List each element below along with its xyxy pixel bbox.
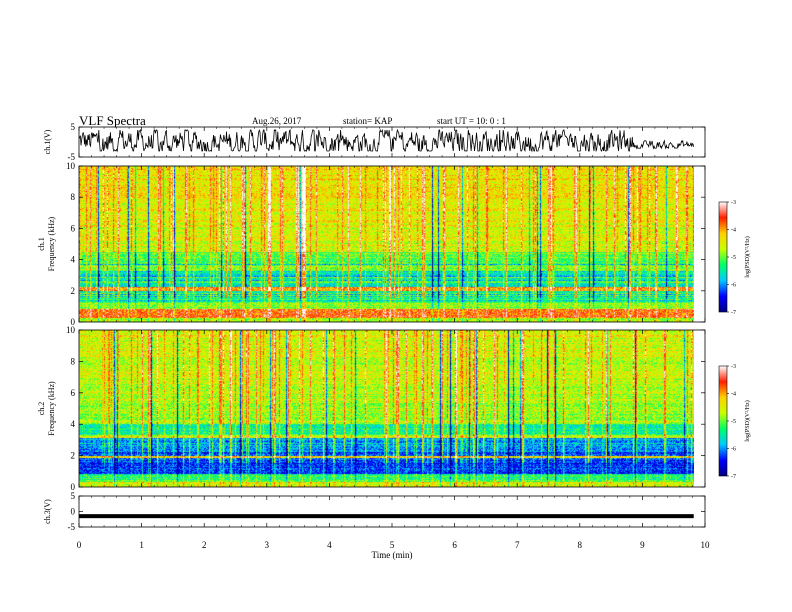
y-tick-label: 8 xyxy=(71,192,76,202)
chart-title: VLF Spectra xyxy=(79,113,146,128)
y-tick-label: 5 xyxy=(71,122,76,132)
ch1-waveform-panel xyxy=(78,126,706,158)
y-tick-label: -5 xyxy=(68,522,76,532)
ch2-spectrogram-panel xyxy=(78,329,729,488)
panel-frame xyxy=(78,495,706,528)
ch1-spectrogram-panel xyxy=(78,165,729,323)
station-label: station= KAP xyxy=(343,116,393,126)
y-axis-label: Frequency (kHz) xyxy=(47,381,56,436)
colorbar-tick-label: -6 xyxy=(731,447,736,453)
y-tick-label: 6 xyxy=(71,388,76,398)
colorbar-tick-label: -6 xyxy=(731,283,736,289)
ch3-trace xyxy=(79,514,694,519)
x-tick-label: 7 xyxy=(515,540,520,550)
y-tick-label: 4 xyxy=(71,255,76,265)
y-axis-label: Frequency (kHz) xyxy=(47,216,56,271)
colorbar-tick-label: -4 xyxy=(731,228,736,234)
y-axis-label: ch.2 xyxy=(37,402,46,416)
y-tick-label: 0 xyxy=(71,482,76,492)
x-tick-label: 2 xyxy=(202,540,207,550)
y-tick-label: 8 xyxy=(71,356,76,366)
colorbar xyxy=(718,201,728,313)
y-tick-label: 6 xyxy=(71,223,76,233)
x-tick-label: 1 xyxy=(139,540,144,550)
y-axis-label: ch.1 xyxy=(37,237,46,251)
ch2-spectrogram-image xyxy=(79,330,694,487)
colorbar-tick-label: -3 xyxy=(731,200,736,206)
x-axis-label: Time (min) xyxy=(372,550,413,560)
y-tick-label: 0 xyxy=(71,317,76,327)
colorbar-tick-label: -7 xyxy=(731,310,736,316)
y-tick-label: 0 xyxy=(71,507,76,517)
colorbar-tick-label: -4 xyxy=(731,392,736,398)
colorbar-label: log(PSD)(V²/Hz) xyxy=(744,236,751,277)
colorbar-tick-label: -3 xyxy=(731,364,736,370)
ch1-spectrogram-image xyxy=(79,166,694,322)
y-tick-label: -5 xyxy=(68,152,76,162)
y-tick-label: 10 xyxy=(66,161,76,171)
y-axis-label: ch.1(V) xyxy=(43,129,52,154)
colorbar-tick-label: -5 xyxy=(731,255,736,261)
x-tick-label: 6 xyxy=(452,540,457,550)
colorbar-tick-label: -7 xyxy=(731,474,736,480)
y-tick-label: 4 xyxy=(71,419,76,429)
ch3-waveform-panel xyxy=(78,495,706,528)
y-tick-label: 2 xyxy=(71,451,76,461)
y-tick-label: 2 xyxy=(71,286,76,296)
date-label: Aug.26, 2017 xyxy=(252,116,302,126)
x-tick-label: 9 xyxy=(640,540,645,550)
y-axis-label: ch.3(V) xyxy=(43,499,52,524)
colorbar xyxy=(718,365,728,477)
y-tick-label: 5 xyxy=(71,491,76,501)
colorbar-label: log(PSD)(V²/Hz) xyxy=(744,400,751,441)
x-tick-label: 10 xyxy=(701,540,711,550)
x-tick-label: 8 xyxy=(578,540,583,550)
x-tick-label: 3 xyxy=(265,540,270,550)
x-tick-label: 0 xyxy=(77,540,82,550)
x-tick-label: 5 xyxy=(390,540,395,550)
x-tick-label: 4 xyxy=(327,540,332,550)
ch1-trace xyxy=(78,128,695,153)
colorbar-tick-label: -5 xyxy=(731,419,736,425)
y-tick-label: 10 xyxy=(66,325,76,335)
start-time-label: start UT = 10: 0 : 1 xyxy=(437,116,506,126)
